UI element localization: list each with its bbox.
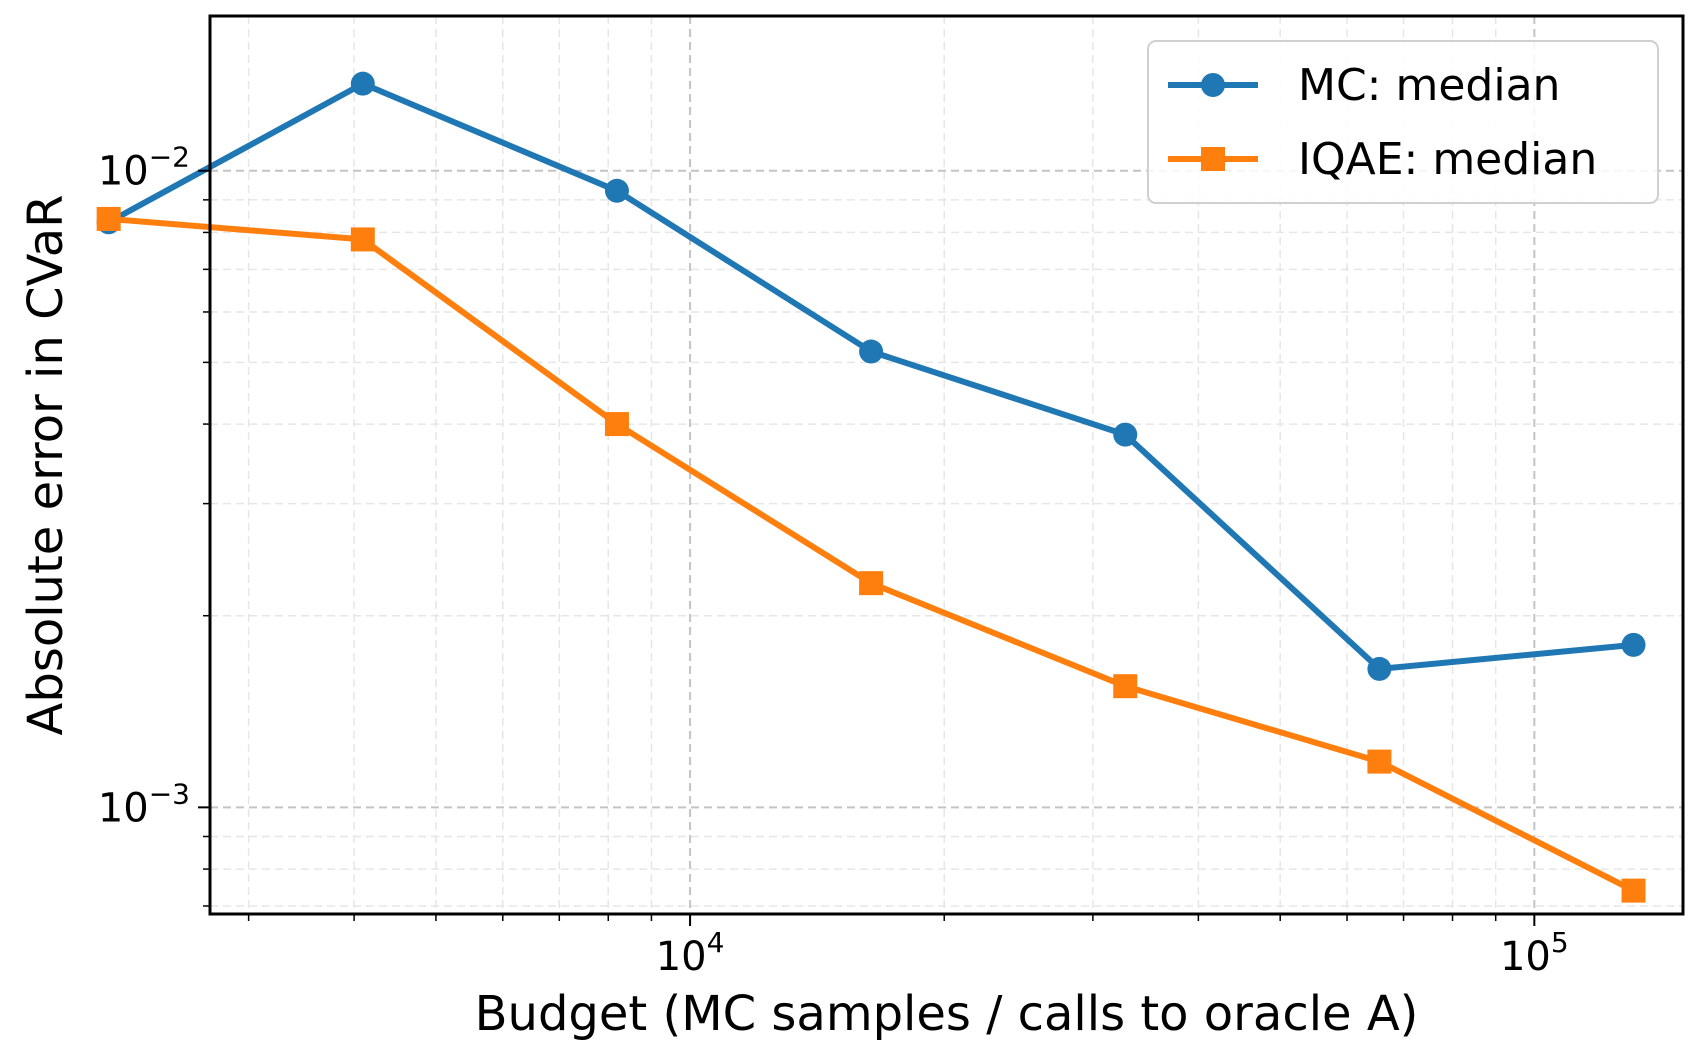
data-point [1621,878,1646,903]
x-tick-label: 104 [656,926,725,980]
plot-frame [208,14,1685,916]
y-tick-label: 10−3 [98,777,190,831]
data-point [96,206,121,231]
data-point [604,178,629,203]
data-point [859,339,884,364]
series-iqae [96,206,1646,903]
tick-layer: 104 105 10−3 10−2 [98,141,1569,980]
legend-entry: MC: median [1168,60,1560,111]
legend: MC: median IQAE: median [1147,40,1659,204]
legend-marker [1201,147,1225,171]
grid [210,16,1683,914]
legend-label: MC: median [1298,60,1560,111]
data-point [1113,674,1138,699]
legend-label: IQAE: median [1298,134,1597,185]
data-point [1621,632,1646,657]
y-axis-label: Absolute error in CVaR [18,195,74,736]
data-point [350,227,375,252]
data-point [1367,656,1392,681]
data-point [1113,422,1138,447]
data-point [1367,749,1392,774]
data-point [350,71,375,96]
x-tick-label: 105 [1500,926,1569,980]
legend-entry: IQAE: median [1168,134,1597,185]
data-point [604,412,629,437]
data-point [859,571,884,596]
legend-box [1147,40,1659,204]
x-axis-label: Budget (MC samples / calls to oracle A) [475,986,1419,1042]
y-tick-label: 10−2 [98,141,190,195]
series-layer [96,71,1646,903]
legend-marker [1201,73,1225,97]
